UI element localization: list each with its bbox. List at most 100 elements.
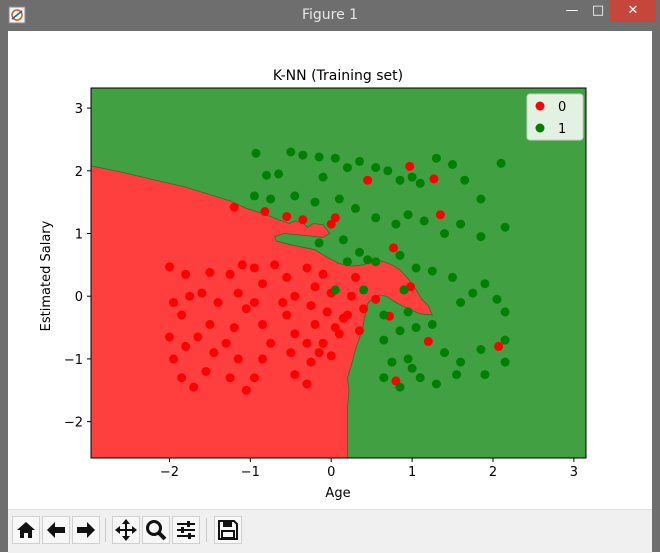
class-1-point: [440, 229, 449, 238]
toolbar-separator: [206, 518, 207, 542]
class-0-point: [282, 272, 292, 282]
pan-icon: [115, 519, 137, 541]
class-0-point: [282, 212, 292, 222]
class-0-point: [286, 348, 296, 358]
class-1-point: [355, 247, 364, 257]
class-0-point: [326, 351, 336, 361]
class-0-point: [310, 319, 320, 329]
class-0-point: [266, 338, 276, 348]
class-1-point: [448, 272, 457, 282]
class-1-point: [251, 148, 261, 158]
class-1-point: [274, 169, 284, 179]
class-0-point: [205, 267, 215, 277]
class-1-point: [395, 326, 405, 336]
class-0-point: [302, 379, 312, 389]
title-bar[interactable]: Figure 1 — □ ✕: [0, 0, 660, 31]
class-0-point: [233, 354, 243, 364]
class-0-point: [318, 269, 328, 279]
axes-frame: [90, 87, 587, 459]
class-0-point: [334, 329, 344, 339]
class-0-point: [346, 291, 356, 301]
class-0-point: [371, 294, 381, 304]
minimize-button[interactable]: —: [565, 3, 579, 18]
class-1-point: [249, 191, 259, 201]
class-0-point: [221, 338, 231, 348]
legend: 0 1: [526, 93, 584, 141]
class-1-point: [379, 373, 389, 383]
class-0-point: [189, 382, 199, 392]
back-arrow-icon: [47, 522, 65, 538]
home-button[interactable]: [12, 516, 40, 544]
maximize-button[interactable]: □: [591, 3, 605, 18]
y-tick-label: 3: [75, 102, 83, 117]
class-1-point: [419, 216, 429, 226]
class-1-point: [310, 197, 320, 207]
class-1-point: [338, 235, 348, 245]
class-1-point: [314, 152, 324, 162]
class-0-point: [429, 174, 439, 184]
y-tick-label: −2: [64, 416, 83, 431]
class-1-point: [500, 335, 510, 345]
class-1-point: [395, 175, 405, 185]
class-0-point: [233, 288, 243, 298]
class-0-point: [225, 373, 235, 383]
class-0-point: [302, 338, 312, 348]
class-0-point: [355, 326, 364, 336]
class-0-point: [229, 202, 239, 212]
class-1-point: [415, 373, 425, 383]
class-1-point: [431, 153, 441, 163]
class-1-point: [371, 163, 381, 173]
class-0-point: [177, 373, 187, 383]
close-button[interactable]: ✕: [610, 0, 656, 22]
class-0-point: [298, 215, 308, 225]
y-axis-ticks: −2 −1 0 1 2 3: [64, 102, 91, 431]
forward-button[interactable]: [72, 516, 100, 544]
class-0-point: [209, 348, 219, 358]
class-0-point: [290, 370, 300, 380]
home-icon: [17, 522, 35, 538]
class-0-point: [318, 338, 328, 348]
x-tick-label: 0: [327, 465, 335, 480]
class-1-point: [395, 382, 405, 392]
class-1-point: [318, 172, 328, 182]
class-0-point: [229, 323, 239, 333]
class-1-point: [456, 298, 466, 307]
zoom-button[interactable]: [142, 516, 170, 544]
configure-subplots-button[interactable]: [172, 516, 200, 544]
class-0-point: [169, 298, 178, 307]
figure-canvas[interactable]: K-NN (Training set) −2 −1 0 1 2 3 −2 −1 0 1 2 3 Ag…: [8, 31, 652, 552]
class-0-point: [213, 298, 223, 307]
class-0-point: [249, 263, 259, 273]
x-tick-label: 1: [408, 465, 416, 480]
class-0-point: [494, 341, 504, 351]
class-0-point: [205, 319, 215, 329]
class-0-point: [330, 213, 340, 223]
class-0-point: [310, 282, 320, 292]
class-0-point: [290, 291, 300, 301]
class-1-point: [427, 266, 437, 276]
class-1-point: [500, 357, 510, 367]
class-0-point: [177, 310, 187, 320]
save-icon: [218, 520, 238, 540]
legend-box: [526, 93, 584, 141]
back-button[interactable]: [42, 516, 70, 544]
class-1-point: [427, 319, 437, 329]
class-1-point: [480, 370, 490, 380]
knn-plot: K-NN (Training set) −2 −1 0 1 2 3 −2 −1 0 1 2 3 Ag…: [39, 68, 587, 501]
y-tick-label: 2: [75, 165, 83, 180]
save-button[interactable]: [214, 516, 242, 544]
class-0-point: [197, 288, 207, 298]
class-1-point: [460, 175, 470, 185]
class-1-point: [440, 348, 449, 358]
pan-button[interactable]: [112, 516, 140, 544]
class-1-point: [496, 158, 506, 168]
class-1-point: [500, 307, 510, 317]
class-0-point: [322, 307, 332, 317]
class-0-point: [258, 354, 267, 364]
class-1-point: [476, 194, 486, 204]
chart-title: K-NN (Training set): [273, 68, 403, 84]
class-0-point: [193, 332, 203, 342]
class-0-point: [169, 354, 178, 364]
class-0-point: [302, 263, 312, 273]
class-0-point: [351, 272, 360, 282]
